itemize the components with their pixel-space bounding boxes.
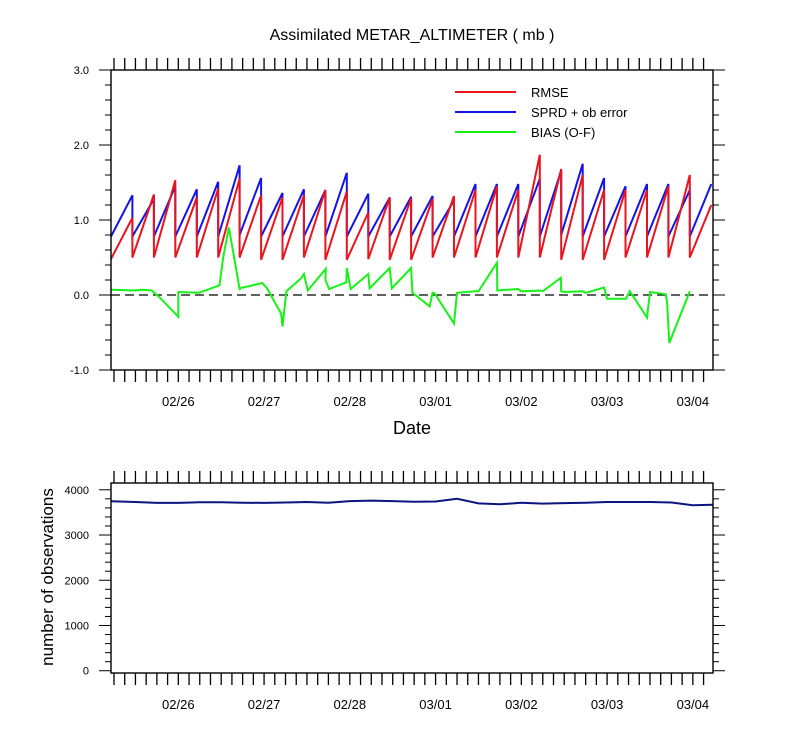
bottom-x-tick-labels: 02/26 02/27 02/28 03/01 03/02 03/03 03/04: [162, 697, 709, 712]
y-tick-label: 0: [83, 666, 89, 678]
bottom-series-group: [110, 497, 714, 507]
bottom-panel: 4000 3000 2000 1000 0 02/26 02/27 02/28 03/01 03…: [38, 471, 725, 712]
x-tick-label: 03/03: [591, 697, 624, 712]
top-series-group: [110, 154, 713, 344]
y-tick-label: 2.0: [74, 140, 89, 152]
legend-label-rmse: RMSE: [531, 85, 569, 100]
x-tick-label: 03/01: [419, 697, 452, 712]
x-tick-label: 03/04: [677, 697, 710, 712]
top-panel: Assimilated METAR_ALTIMETER ( mb ) 3.0 2.…: [70, 27, 725, 438]
bottom-y-axis-label: number of observations: [38, 488, 57, 666]
x-tick-label: 02/26: [162, 697, 195, 712]
series-line-number-of-observations: [110, 497, 714, 507]
top-chart-title: Assimilated METAR_ALTIMETER ( mb ): [270, 27, 555, 44]
top-plot-frame: [110, 69, 714, 371]
legend-label-sprd: SPRD + ob error: [531, 105, 628, 120]
x-tick-label: 03/01: [419, 394, 452, 409]
y-tick-label: 1.0: [74, 215, 89, 227]
x-tick-label: 03/03: [591, 394, 624, 409]
x-tick-label: 02/28: [334, 394, 367, 409]
y-tick-label: 3.0: [74, 65, 89, 77]
y-tick-label: 0.0: [74, 290, 89, 302]
y-tick-label: 3000: [65, 530, 89, 542]
x-tick-label: 03/02: [505, 697, 538, 712]
x-tick-label: 03/02: [505, 394, 538, 409]
y-tick-label: 2000: [65, 575, 89, 587]
bottom-plot-frame: [110, 482, 714, 674]
top-tick-marks: [99, 58, 725, 382]
x-tick-label: 02/27: [248, 394, 281, 409]
x-tick-label: 03/04: [677, 394, 710, 409]
y-tick-label: 4000: [65, 485, 89, 497]
bottom-y-tick-labels: 4000 3000 2000 1000 0: [65, 485, 89, 678]
bottom-tick-marks: [99, 471, 725, 685]
x-tick-label: 02/26: [162, 394, 195, 409]
top-y-tick-labels: 3.0 2.0 1.0 0.0 -1.0: [70, 65, 89, 377]
top-x-tick-labels: 02/26 02/27 02/28 03/01 03/02 03/03 03/04: [162, 394, 709, 409]
y-tick-label: 1000: [65, 621, 89, 633]
legend: RMSE SPRD + ob error BIAS (O-F): [455, 85, 628, 140]
top-x-axis-label: Date: [393, 418, 431, 438]
x-tick-label: 02/28: [334, 697, 367, 712]
x-tick-label: 02/27: [248, 697, 281, 712]
series-line-rmse: [110, 154, 713, 261]
series-line-bias-o-f: [110, 227, 691, 344]
y-tick-label: -1.0: [70, 365, 89, 377]
legend-label-bias: BIAS (O-F): [531, 125, 595, 140]
